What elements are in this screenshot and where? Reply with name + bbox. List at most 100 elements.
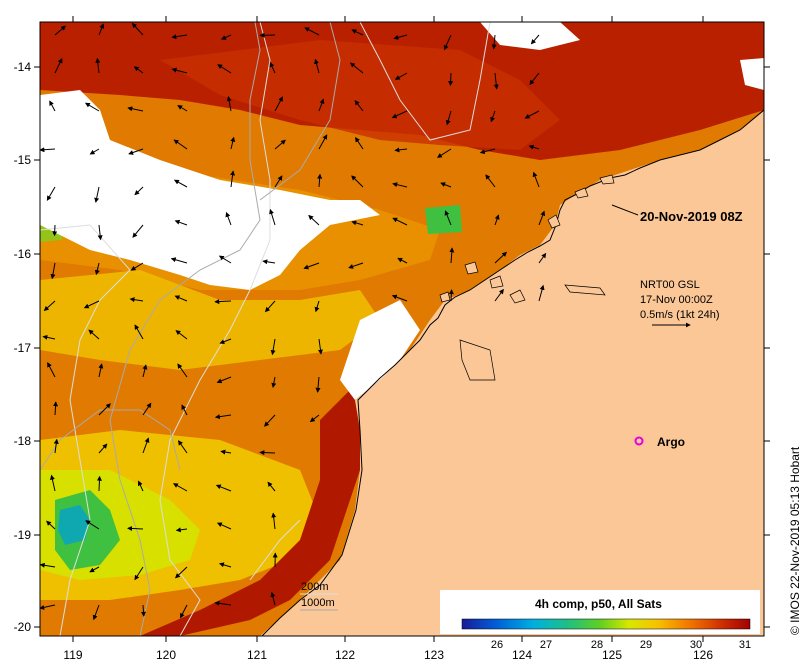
- current-arrow: [219, 338, 232, 345]
- current-arrow: [494, 288, 504, 302]
- plot-frame: [39, 21, 765, 637]
- current-arrow: [215, 484, 232, 492]
- current-arrow: [50, 262, 56, 280]
- current-arrow: [131, 22, 144, 36]
- current-arrow: [220, 449, 232, 455]
- current-arrow: [259, 450, 276, 456]
- current-arrow: [538, 252, 547, 264]
- current-arrow: [355, 137, 364, 150]
- contour-legend-1000m: 1000m: [301, 597, 335, 609]
- current-arrow: [214, 600, 232, 606]
- axis-ticks: [34, 16, 770, 642]
- contour-legend-200m: 200m: [301, 581, 329, 593]
- current-arrow: [267, 481, 276, 492]
- current-arrow: [46, 520, 56, 530]
- current-arrow: [173, 139, 188, 150]
- lon-tick-label: 119: [63, 648, 82, 662]
- current-arrow: [170, 257, 188, 264]
- lon-tick-label: 124: [512, 648, 532, 662]
- current-arrow: [172, 483, 188, 492]
- colorbar-tick: 28: [591, 639, 603, 651]
- current-arrow: [491, 34, 497, 50]
- current-arrow: [315, 376, 321, 393]
- lat-tick-label: -19: [14, 528, 32, 542]
- colorbar-tick: 30: [690, 639, 702, 651]
- current-arrow: [230, 136, 236, 150]
- current-arrow: [351, 29, 364, 36]
- current-arrow: [97, 224, 103, 241]
- current-arrow: [225, 211, 232, 226]
- current-arrow: [479, 148, 496, 155]
- current-arrow: [271, 376, 277, 389]
- current-arrow: [53, 438, 59, 454]
- current-arrow: [448, 72, 454, 87]
- timestamp-label: 20-Nov-2019 08Z: [640, 209, 743, 224]
- lat-labels: -14 -15 -16 -17 -18 -19 -20: [14, 60, 32, 634]
- current-arrow: [98, 443, 108, 454]
- current-source-line3: 0.5m/s (1kt 24h): [640, 309, 719, 321]
- current-arrow: [494, 251, 508, 264]
- current-arrow: [175, 527, 188, 533]
- lon-tick-label: 125: [602, 648, 622, 662]
- sst-warm-coastal: [140, 380, 370, 636]
- sst-yellow-central: [40, 270, 380, 370]
- current-arrow: [392, 182, 408, 188]
- current-arrow: [436, 148, 452, 158]
- current-arrow: [220, 34, 232, 40]
- current-arrow: [351, 175, 364, 188]
- cloud-no-data-4: [740, 58, 764, 90]
- current-arrow: [274, 96, 283, 112]
- current-arrow: [53, 401, 59, 416]
- current-arrow: [485, 174, 496, 188]
- current-arrow: [171, 67, 188, 74]
- current-arrow: [529, 72, 540, 86]
- current-arrow: [98, 403, 111, 416]
- current-arrow: [493, 72, 499, 90]
- current-arrow: [308, 214, 320, 226]
- current-arrow: [530, 34, 540, 45]
- current-arrow: [54, 25, 67, 36]
- land: [260, 110, 764, 636]
- current-arrow: [538, 210, 546, 226]
- current-arrow: [348, 262, 364, 269]
- current-arrow: [392, 217, 408, 226]
- timestamp-pointer: [611, 204, 639, 216]
- sst-cyan-patch: [58, 505, 90, 545]
- current-arrow: [141, 604, 146, 617]
- current-arrow: [444, 210, 452, 226]
- islands: [439, 174, 615, 381]
- current-arrow: [226, 95, 232, 112]
- current-arrow: [174, 295, 188, 302]
- colorbar-tick: 31: [739, 639, 751, 651]
- sst-green-small: [425, 205, 462, 234]
- current-arrow: [394, 72, 408, 80]
- current-arrow: [177, 105, 188, 112]
- current-arrow: [52, 224, 58, 237]
- current-arrow: [270, 591, 276, 606]
- current-arrow: [354, 100, 364, 112]
- current-arrow: [264, 300, 276, 313]
- current-arrow: [351, 220, 364, 226]
- current-arrow: [391, 294, 408, 302]
- current-arrow: [317, 338, 323, 355]
- colorbar-tick: 26: [491, 639, 503, 651]
- colorbar-ramp: [461, 618, 751, 630]
- current-arrow: [274, 139, 286, 150]
- current-arrow: [214, 414, 232, 420]
- lat-tick-label: -15: [14, 153, 32, 167]
- current-arrow: [528, 144, 540, 150]
- sst-warm-band: [160, 40, 560, 150]
- current-source-line2: 17-Nov 00:00Z: [640, 294, 713, 306]
- coastline: [261, 109, 764, 636]
- current-arrow: [264, 414, 276, 427]
- current-arrow: [445, 110, 452, 126]
- lat-tick-label: -20: [14, 620, 32, 634]
- bathymetry-contours: [40, 22, 491, 636]
- current-arrow: [174, 566, 188, 579]
- current-arrow: [219, 562, 232, 568]
- current-arrow: [137, 480, 144, 492]
- current-arrow: [538, 284, 545, 302]
- current-arrow: [42, 334, 56, 340]
- current-arrow: [174, 219, 188, 226]
- current-arrow: [40, 604, 56, 610]
